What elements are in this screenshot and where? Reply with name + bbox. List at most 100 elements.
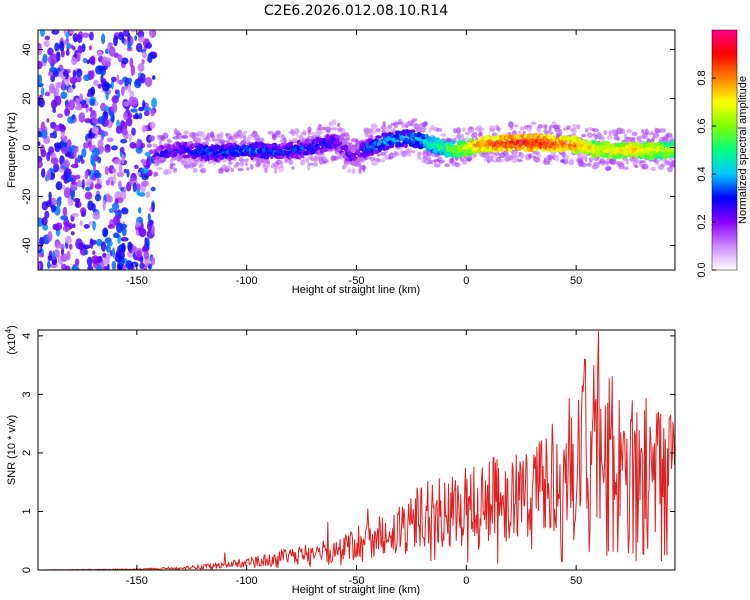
halo-point [528,153,533,159]
halo-point [579,162,583,167]
noise-point [65,49,70,56]
halo-point [655,160,660,165]
halo-point [461,160,467,165]
colorbar-tick-label: 0.6 [696,118,708,133]
noise-point [50,157,59,165]
halo-point [563,154,569,162]
noise-point [84,249,89,255]
noise-point [82,57,88,64]
halo-point [605,167,610,171]
spec-x-tick-label: -50 [349,275,365,287]
noise-point [143,110,150,117]
noise-point [101,81,110,92]
noise-point [109,110,114,117]
noise-point [41,129,48,139]
noise-point [42,53,48,64]
noise-point [62,206,68,217]
noise-point [120,138,128,144]
halo-point [440,133,447,137]
halo-point [537,129,542,133]
snr-x-axis-label: Height of straight line (km) [292,584,420,596]
noise-point [69,30,75,34]
halo-point [634,164,639,169]
noise-point [72,69,77,78]
ridge-point [231,153,237,158]
halo-point [370,134,374,140]
noise-point [138,112,143,120]
halo-point [461,133,465,140]
noise-point [126,181,132,192]
noise-point [111,260,117,270]
noise-point [54,95,62,106]
noise-point [86,59,90,65]
halo-point [407,148,413,154]
noise-point [38,74,43,85]
halo-point [340,128,346,135]
ridge-point [304,138,311,144]
noise-point [91,255,99,264]
halo-point [302,157,308,163]
halo-point [424,156,432,161]
halo-point [587,126,593,131]
noise-point [111,202,120,210]
halo-point [152,143,158,149]
halo-point [199,130,205,138]
noise-point [91,110,96,116]
noise-point [60,91,68,99]
colorbar-frame [711,29,738,271]
noise-point [82,142,90,149]
ridge-point [672,150,675,156]
halo-point [533,156,541,163]
noise-point [74,258,80,267]
halo-point [466,155,473,162]
halo-point [645,128,649,135]
noise-point [121,153,125,165]
noise-point [89,106,93,112]
halo-point [620,128,625,135]
noise-point [49,66,57,73]
noise-point [130,64,136,76]
noise-point [96,264,103,270]
noise-point [135,146,143,154]
halo-point [372,157,376,161]
halo-point [347,168,352,174]
halo-point [631,131,638,137]
noise-point [137,30,145,39]
ridge-point [523,146,528,152]
ridge-point [277,155,284,159]
snr-y-multiplier: (x104) [4,325,18,355]
noise-point [70,231,75,236]
halo-point [411,150,416,154]
ridge-point [352,146,359,151]
spec-x-tick-label: -100 [236,275,258,287]
noise-point [38,242,41,251]
noise-point [66,139,72,149]
halo-point [193,158,200,162]
noise-point [111,76,117,83]
noise-point [105,48,109,55]
snr-y-tick-label: 0 [21,567,33,573]
noise-point [132,182,137,193]
halo-point [600,135,606,142]
halo-point [641,163,649,170]
noise-point [127,83,132,93]
noise-point [150,108,155,117]
noise-point [151,97,158,109]
noise-point [126,77,133,84]
ridge-point [334,135,341,139]
halo-point [584,155,588,162]
halo-point [273,168,278,174]
halo-point [549,131,554,136]
noise-point [102,199,106,211]
noise-point [68,243,73,250]
halo-point [337,122,341,127]
noise-point [76,34,83,44]
noise-point [70,164,79,169]
noise-point [48,197,52,206]
noise-point [141,180,149,187]
noise-point [85,186,91,192]
noise-point [121,226,127,237]
ridge-point [672,141,675,145]
noise-point [48,191,52,200]
colorbar: 0.0 0.2 0.4 0.6 0.8 Normalized spectral ampl… [696,29,749,278]
